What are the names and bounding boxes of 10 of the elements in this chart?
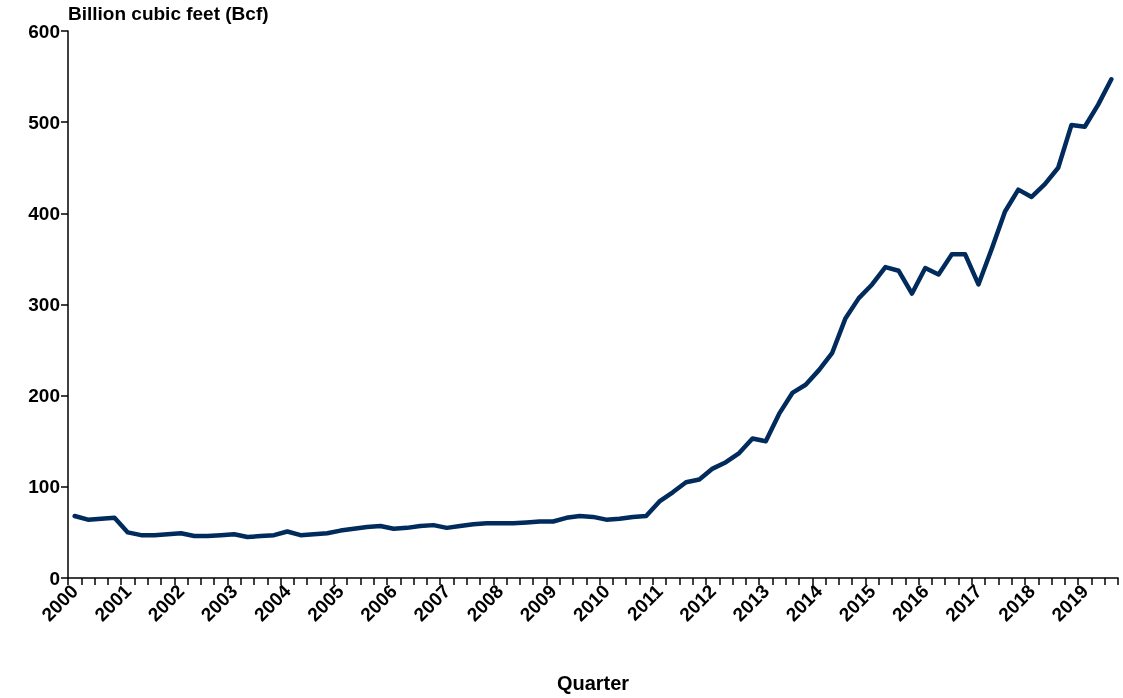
x-axis-title: Quarter	[556, 672, 630, 694]
y-tick-label: 100	[28, 476, 60, 498]
y-tick-label: 500	[28, 111, 60, 133]
y-axis-title: Billion cubic feet (Bcf)	[68, 3, 269, 24]
line-series	[72, 77, 1114, 540]
y-tick-label: 300	[28, 294, 60, 315]
y-tick-label: 600	[28, 20, 60, 42]
y-tick-label: 200	[28, 385, 60, 407]
y-tick-label: 400	[28, 202, 60, 224]
y-tick-label: 0	[49, 567, 60, 589]
